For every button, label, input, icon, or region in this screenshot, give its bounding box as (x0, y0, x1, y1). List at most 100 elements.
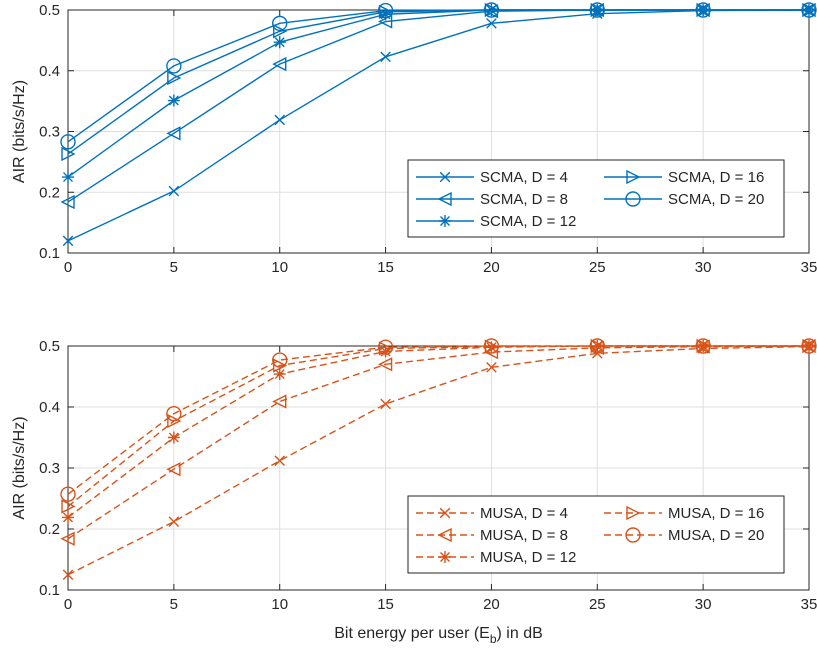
marker-x (439, 507, 451, 519)
legend: SCMA, D = 4 SCMA, D = 8 SCMA, D = 12 SCMA, … (407, 159, 785, 238)
x-tick-label: 35 (801, 596, 817, 613)
legend: MUSA, D = 4 MUSA, D = 8 MUSA, D = 12 MUSA, … (407, 495, 785, 574)
marker-triangle-right (696, 338, 711, 354)
x-tick-label: 25 (589, 259, 606, 276)
marker-circle (483, 338, 500, 354)
marker-circle (377, 2, 394, 19)
x-tick-label: 30 (695, 596, 712, 613)
x-tick-label: 5 (170, 596, 178, 613)
legend-label: SCMA, D = 8 (480, 191, 568, 208)
legend-label: SCMA, D = 20 (668, 191, 764, 208)
legend-item: MUSA, D = 20 (604, 527, 764, 544)
marker-circle (166, 58, 182, 74)
marker-circle (589, 2, 605, 18)
marker-triangle-left (166, 126, 181, 141)
y-tick-label: 0.3 (39, 460, 60, 477)
marker-x (486, 18, 497, 29)
marker-circle (377, 339, 394, 355)
x-tick-label: 10 (271, 259, 288, 276)
x-tick-label: 10 (271, 596, 288, 613)
legend-item: SCMA, D = 8 (416, 191, 568, 208)
marker-triangle-left (437, 527, 452, 543)
legend-label: SCMA, D = 12 (480, 213, 576, 230)
marker-circle (695, 338, 711, 354)
legend-label: MUSA, D = 4 (480, 505, 568, 522)
marker-triangle-left (272, 56, 287, 72)
marker-triangle-right (61, 499, 76, 514)
y-tick-label: 0.2 (39, 521, 60, 538)
y-axis-label: AIR (bits/s/Hz) (11, 416, 28, 519)
marker-circle (483, 2, 500, 18)
marker-triangle-left (378, 357, 393, 372)
y-tick-label: 0.4 (39, 63, 60, 80)
legend-item: SCMA, D = 16 (604, 169, 764, 186)
marker-circle (272, 15, 288, 32)
x-tick-label: 25 (589, 596, 606, 613)
marker-asterisk (167, 431, 180, 444)
marker-triangle-right (61, 146, 76, 162)
marker-x (168, 516, 180, 527)
legend-item: MUSA, D = 12 (416, 549, 576, 566)
series-circle (60, 338, 817, 502)
marker-circle (60, 486, 76, 502)
x-tick-label: 15 (377, 596, 394, 613)
marker-asterisk (62, 171, 74, 184)
legend-label: MUSA, D = 8 (480, 527, 568, 544)
series-line (67, 9, 810, 242)
series-line (67, 345, 810, 540)
x-tick-label: 20 (483, 259, 500, 276)
legend-item: SCMA, D = 4 (416, 169, 568, 186)
marker-x (274, 455, 286, 466)
x-tick-label: 30 (695, 259, 712, 276)
series-line (67, 9, 809, 143)
marker-triangle-right (626, 169, 641, 185)
x-tick-label: 5 (170, 259, 178, 276)
marker-circle (801, 338, 817, 354)
legend-item: SCMA, D = 20 (604, 191, 764, 208)
marker-asterisk (62, 511, 74, 524)
series-line (67, 345, 809, 507)
y-tick-label: 0.5 (39, 338, 60, 355)
marker-triangle-right (273, 358, 288, 373)
marker-x (62, 569, 74, 581)
x-tick-label: 15 (377, 259, 394, 276)
marker-circle (695, 2, 711, 18)
x-tick-label: 0 (64, 596, 72, 613)
legend-label: MUSA, D = 12 (480, 549, 576, 566)
marker-asterisk (439, 215, 451, 227)
marker-triangle-right (626, 505, 641, 521)
x-axis-label: Bit energy per user (Eb) in dB (334, 625, 543, 646)
y-tick-label: 0.1 (39, 245, 60, 262)
marker-circle (625, 527, 641, 543)
legend-item: SCMA, D = 12 (416, 213, 576, 230)
y-tick-label: 0.3 (39, 124, 60, 141)
marker-triangle-right (484, 339, 499, 354)
marker-asterisk (167, 94, 180, 107)
legend-item: MUSA, D = 16 (604, 505, 764, 522)
marker-x (439, 171, 451, 183)
marker-triangle-left (437, 191, 452, 207)
marker-x (486, 362, 497, 373)
legend-item: MUSA, D = 8 (416, 527, 568, 544)
legend-label: MUSA, D = 20 (668, 527, 764, 544)
legend-box (407, 495, 785, 574)
y-tick-label: 0.4 (39, 399, 60, 416)
marker-circle (272, 352, 288, 368)
series-line (67, 345, 809, 495)
marker-circle (801, 2, 817, 18)
marker-x (380, 398, 391, 410)
chart-musa: 0 5 10 15 20 25 30 35 0.1 0.2 0.3 0.4 0.5 AIR (bits/s… (11, 338, 817, 646)
y-tick-label: 0.5 (39, 2, 60, 19)
y-tick-label: 0.1 (39, 582, 60, 599)
marker-circle (60, 134, 76, 150)
legend-label: SCMA, D = 16 (668, 169, 764, 186)
x-tick-label: 35 (801, 259, 817, 276)
marker-x (274, 114, 286, 126)
marker-triangle-left (60, 531, 75, 546)
legend-item: MUSA, D = 4 (416, 505, 568, 522)
legend-label: MUSA, D = 16 (668, 505, 764, 522)
series-circle (60, 2, 817, 150)
marker-triangle-left (166, 462, 181, 477)
marker-triangle-right (167, 413, 182, 429)
